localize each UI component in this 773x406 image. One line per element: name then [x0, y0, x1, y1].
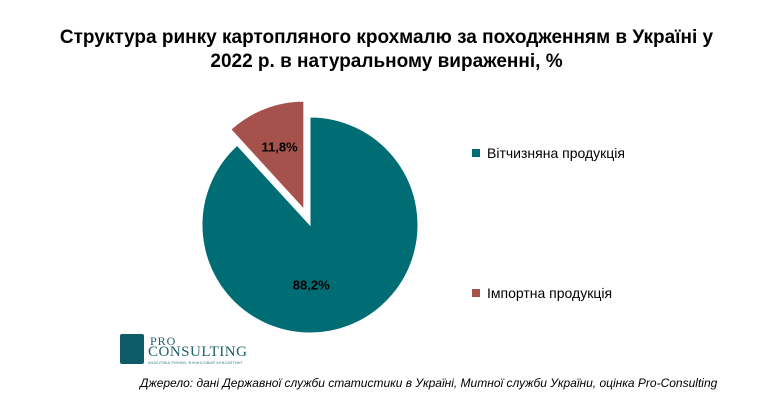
chart-title: Структура ринку картопляного крохмалю за…	[59, 27, 714, 72]
source-note: Джерело: дані Державної служби статистик…	[140, 376, 718, 390]
pro-consulting-logo: PRO CONSULTING АНАЛІТИКА РИНКІВ, ФІНАНСО…	[120, 334, 260, 368]
data-label-import: 11,8%	[262, 140, 299, 155]
pie-slice-domestic	[201, 116, 419, 334]
legend-swatch-domestic	[472, 149, 480, 157]
legend-swatch-import	[472, 289, 480, 297]
logo-pro-text: PRO	[150, 334, 177, 348]
data-label-domestic: 88,2%	[293, 277, 330, 292]
pie-slice-import	[230, 100, 305, 211]
legend-label-domestic: Вітчизняна продукція	[487, 145, 625, 161]
legend-item-domestic: Вітчизняна продукція	[472, 145, 625, 161]
logo-name-text: CONSULTING	[148, 344, 248, 360]
legend-label-import: Імпортна продукція	[487, 285, 613, 301]
logo-tagline: АНАЛІТИКА РИНКІВ, ФІНАНСОВИЙ КОНСАЛТИНГ	[148, 361, 243, 365]
logo-mark-icon	[120, 334, 144, 364]
legend-item-import: Імпортна продукція	[472, 285, 612, 301]
